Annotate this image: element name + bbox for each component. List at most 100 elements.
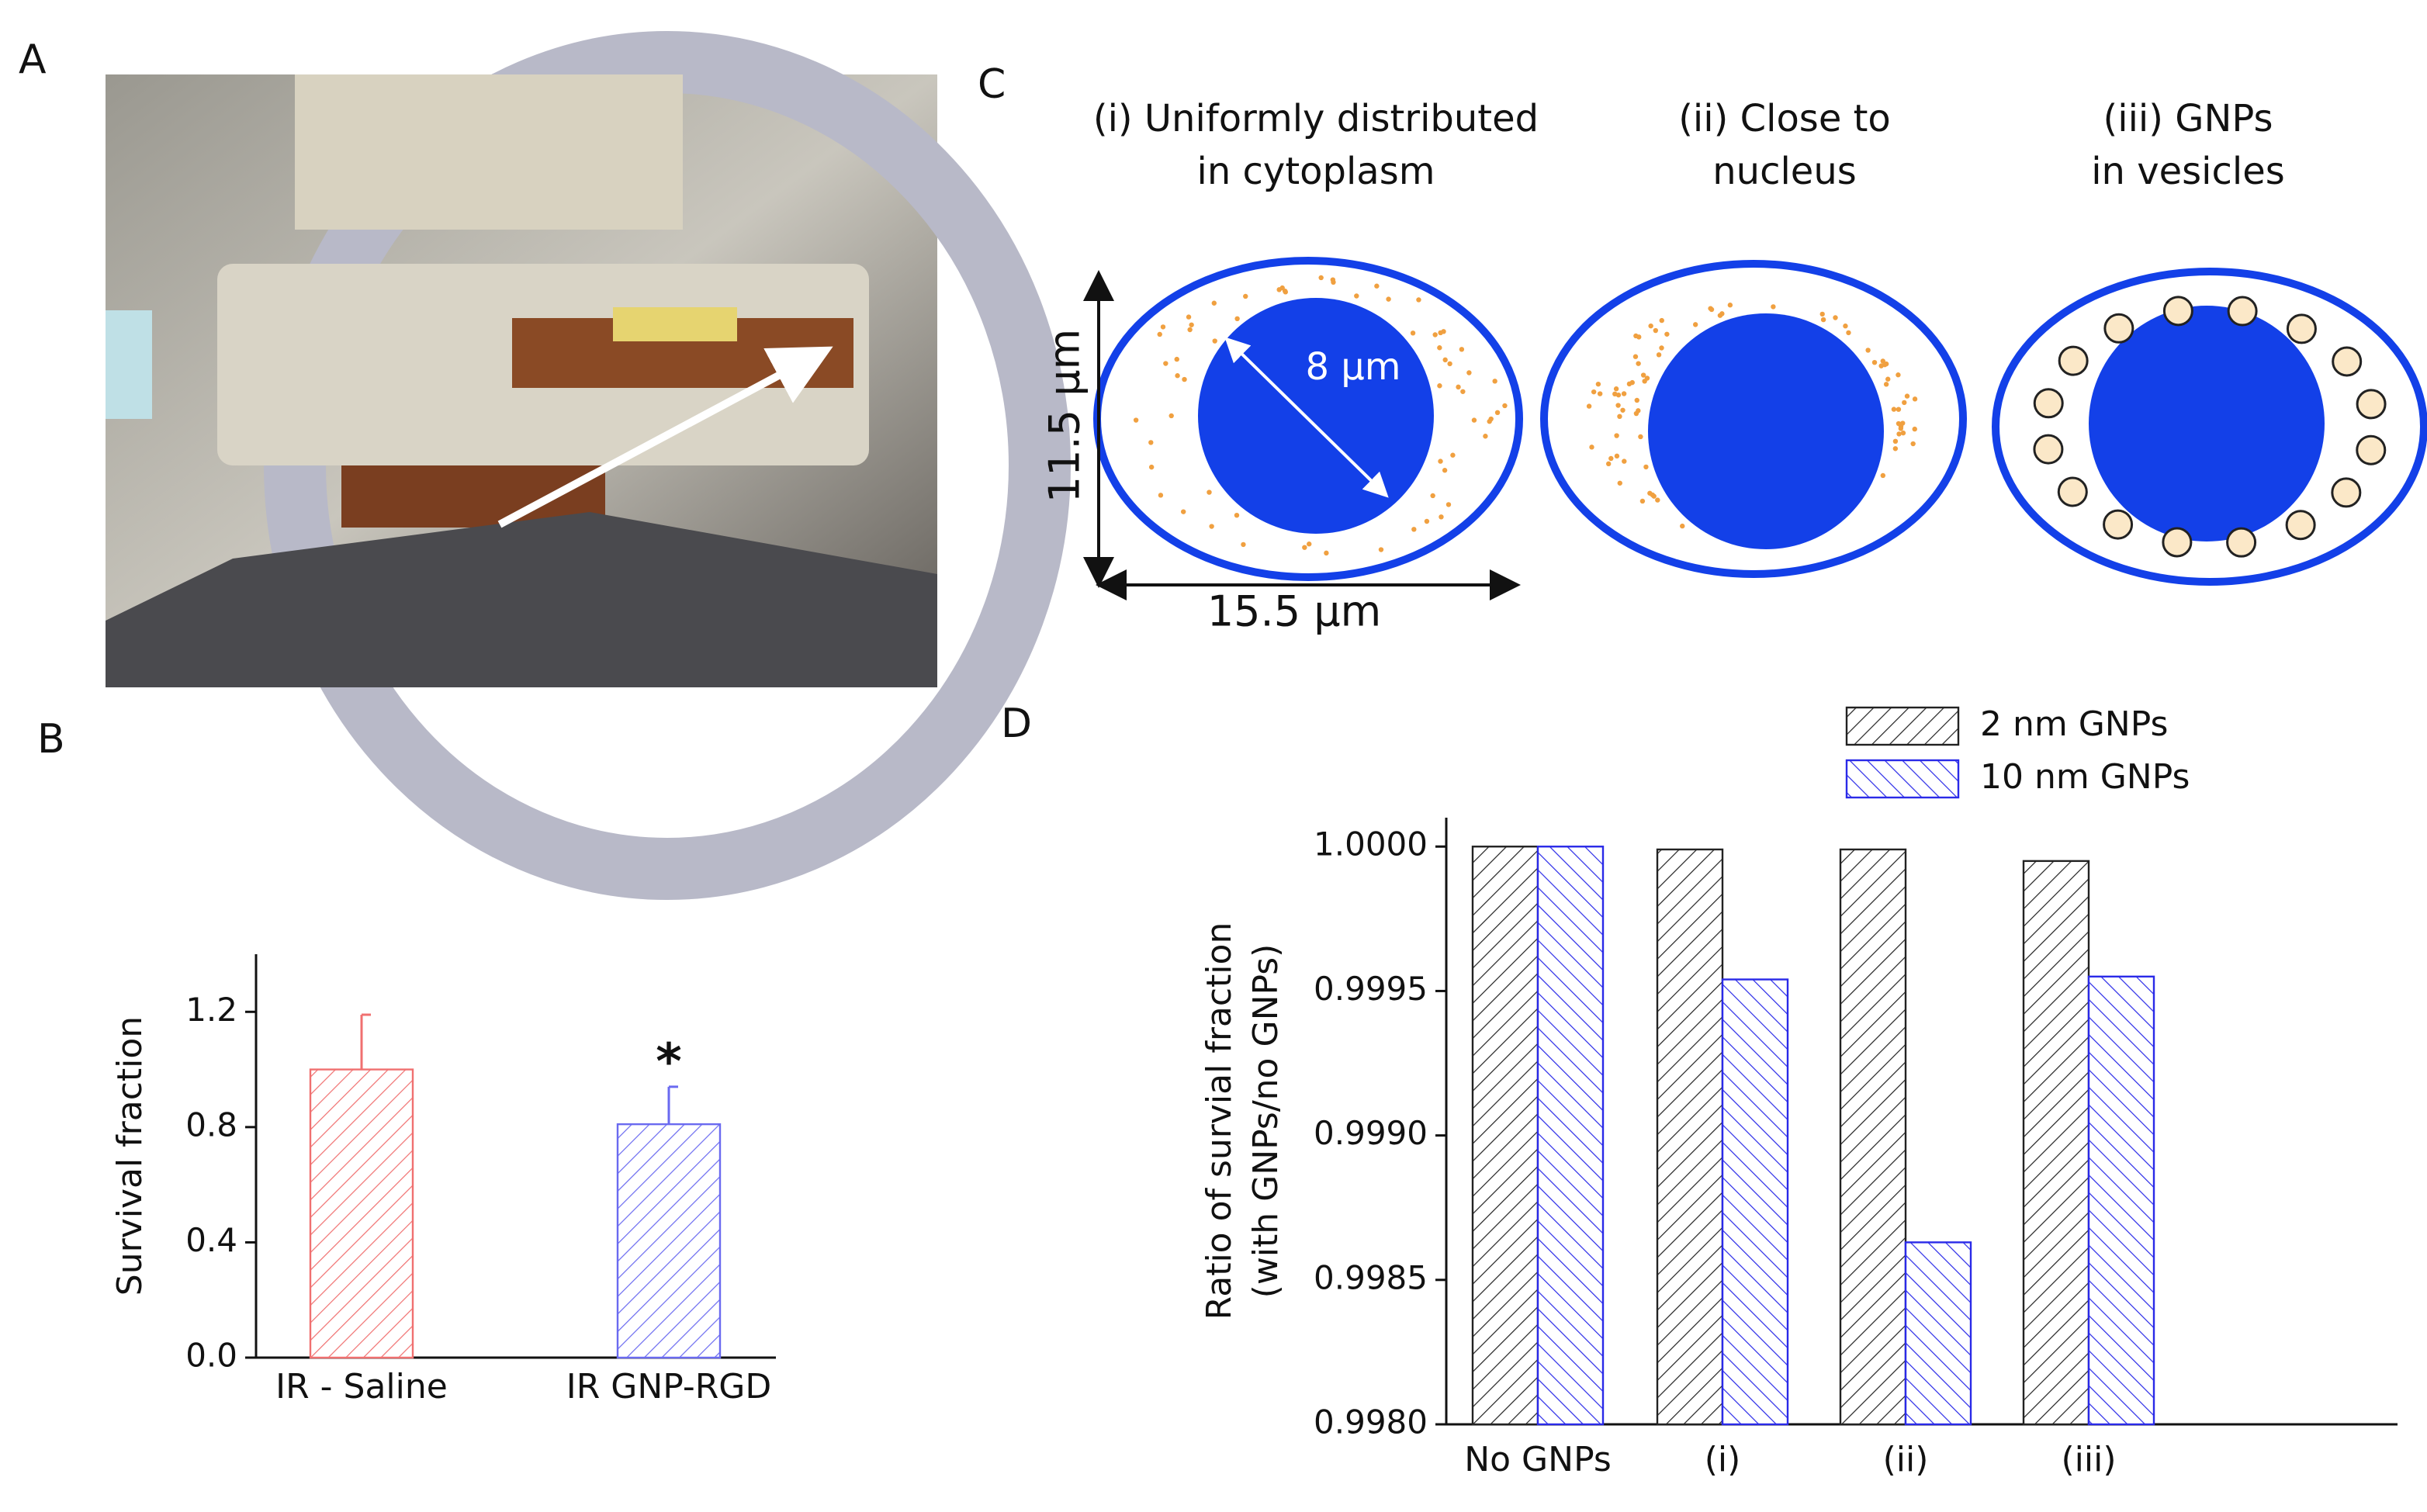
gnp xyxy=(1591,389,1597,395)
gnp xyxy=(1450,452,1456,458)
gnp xyxy=(1885,376,1891,382)
gnp xyxy=(1900,430,1906,436)
gnp xyxy=(1378,547,1384,552)
vesicle xyxy=(2356,434,2387,465)
bar xyxy=(1839,848,1907,1426)
gnp xyxy=(1386,296,1391,302)
y-tick-label: 0.4 xyxy=(185,1221,237,1259)
gnp xyxy=(1494,410,1501,416)
gnp xyxy=(1614,453,1620,459)
caption: (iii) GNPs xyxy=(2103,97,2273,140)
caption: in vesicles xyxy=(2091,150,2285,193)
gnp xyxy=(1175,373,1180,379)
diameter-label: 8 µm xyxy=(1305,345,1400,389)
gnp xyxy=(1820,317,1826,323)
height-label: 11.5 µm xyxy=(1040,329,1089,503)
gnp xyxy=(1437,383,1442,389)
gnp xyxy=(1187,327,1193,333)
gnp xyxy=(1833,315,1838,320)
gnp xyxy=(1653,327,1659,334)
vesicle xyxy=(2033,388,2064,419)
vesicle xyxy=(2058,345,2089,376)
vesicle xyxy=(2227,296,2258,327)
bar xyxy=(1536,846,1605,1426)
photo xyxy=(106,31,1071,900)
gnp xyxy=(1648,323,1653,329)
gnp xyxy=(1234,316,1240,322)
gnp xyxy=(1605,461,1612,467)
gnp xyxy=(1189,322,1194,327)
gnp xyxy=(1439,514,1444,520)
gnp xyxy=(1692,322,1698,327)
gnp xyxy=(1186,314,1192,320)
panel-label: C xyxy=(978,61,1006,108)
error-bar xyxy=(360,1013,371,1070)
panel-label: A xyxy=(19,36,47,83)
gnp xyxy=(1586,403,1592,409)
gnp xyxy=(1432,332,1438,337)
vesicle xyxy=(2286,313,2317,344)
gnp xyxy=(1160,324,1166,330)
gnp xyxy=(1241,541,1246,548)
x-tick-label: (ii) xyxy=(1883,1440,1929,1479)
bar xyxy=(1904,1241,1972,1426)
y-tick-label: 0.9995 xyxy=(1314,970,1428,1008)
gnp xyxy=(1148,440,1154,445)
gnp xyxy=(1424,518,1430,524)
gnp xyxy=(1883,382,1889,387)
gnp xyxy=(1617,480,1622,486)
panel-label: D xyxy=(1001,701,1032,747)
y-axis-label: Survival fraction xyxy=(110,1016,150,1296)
gnp xyxy=(1466,370,1472,375)
gnp xyxy=(1459,347,1465,352)
gnp xyxy=(1891,407,1897,412)
vesicle xyxy=(2356,389,2387,420)
gnp xyxy=(1709,306,1715,313)
vesicle xyxy=(2162,527,2193,558)
x-tick-label: (i) xyxy=(1705,1440,1741,1479)
gnp xyxy=(1717,313,1723,318)
gnp xyxy=(1727,303,1733,308)
gnp xyxy=(1638,434,1643,440)
gnp xyxy=(1324,550,1329,556)
y-axis-label: Ratio of survial fraction xyxy=(1200,922,1239,1320)
gnp xyxy=(1900,420,1906,426)
y-tick-label: 0.0 xyxy=(185,1337,237,1375)
gnp xyxy=(1430,493,1435,499)
panel-label: B xyxy=(37,716,65,763)
gnp xyxy=(1634,397,1639,403)
gnp xyxy=(1608,455,1614,462)
gnp xyxy=(1680,523,1685,529)
gnp xyxy=(1163,361,1168,366)
gnp xyxy=(1182,376,1187,382)
bar xyxy=(1721,978,1789,1426)
x-tick-label: IR GNP-RGD xyxy=(566,1367,772,1406)
gnp xyxy=(1650,492,1655,498)
vesicle xyxy=(2162,296,2193,327)
error-bar xyxy=(667,1085,678,1125)
caption: (i) Uniformly distributed xyxy=(1093,97,1539,140)
gnp xyxy=(1330,277,1336,282)
y-tick-label: 1.0000 xyxy=(1314,825,1428,863)
gnp xyxy=(1615,403,1621,408)
gnp xyxy=(1878,363,1884,368)
gnp xyxy=(1158,493,1164,498)
y-tick-label: 0.8 xyxy=(185,1105,237,1144)
diameter-arrow xyxy=(1224,337,1389,498)
gnp xyxy=(1633,333,1639,339)
gnp xyxy=(1614,433,1619,438)
gnp xyxy=(1595,381,1601,387)
gnp xyxy=(1659,345,1664,351)
gnp xyxy=(1617,413,1622,420)
gnp xyxy=(1636,408,1641,413)
gnp xyxy=(1442,468,1448,473)
gnp xyxy=(1632,354,1639,359)
gnp xyxy=(1896,420,1902,427)
gnp xyxy=(1374,283,1380,289)
gnp xyxy=(1302,545,1307,550)
gnp xyxy=(1445,502,1452,507)
gnp xyxy=(1846,330,1851,336)
gnp xyxy=(1234,512,1240,518)
gnp xyxy=(1912,396,1918,402)
gnp xyxy=(1438,458,1443,464)
